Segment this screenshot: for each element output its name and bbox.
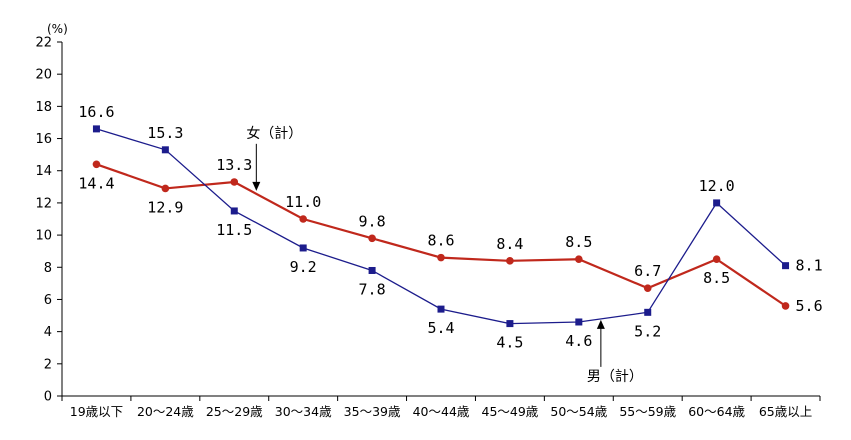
data-label: 5.2 bbox=[634, 322, 661, 340]
x-tick-label: 40～44歳 bbox=[413, 404, 470, 419]
data-label: 5.6 bbox=[796, 297, 823, 315]
y-tick-label: 8 bbox=[44, 261, 52, 276]
data-label: 11.0 bbox=[285, 193, 321, 211]
y-unit-label: (%) bbox=[47, 22, 68, 36]
data-label: 8.1 bbox=[796, 257, 823, 275]
series-layer bbox=[92, 125, 790, 328]
data-point bbox=[437, 305, 445, 313]
annotation-layer: 女（計） 男（計） bbox=[246, 125, 643, 385]
data-label: 8.5 bbox=[703, 269, 730, 287]
data-label: 8.6 bbox=[427, 232, 454, 250]
x-tick-label: 60～64歳 bbox=[688, 404, 745, 419]
data-point bbox=[92, 160, 101, 169]
annotation-label: 女（計） bbox=[246, 125, 302, 142]
data-point bbox=[575, 255, 583, 264]
x-tick-label: 35～39歳 bbox=[344, 404, 401, 419]
x-tick-label: 19歳以下 bbox=[70, 404, 123, 419]
data-point bbox=[713, 199, 721, 207]
data-point bbox=[230, 178, 239, 186]
data-label: 9.2 bbox=[290, 258, 317, 276]
data-label-layer: 14.4 12.9 13.3 11.0 9.8 8.6 8.4 8.5 6.7 8.5 5.6 16.… bbox=[78, 103, 822, 352]
data-point bbox=[161, 146, 169, 154]
data-point bbox=[712, 255, 721, 264]
data-label: 8.5 bbox=[565, 233, 592, 251]
y-tick-label: 12 bbox=[35, 196, 52, 211]
x-tick-label: 25～29歳 bbox=[206, 404, 263, 419]
data-label: 4.5 bbox=[496, 334, 523, 352]
data-point bbox=[575, 318, 583, 326]
x-tick-label: 50～54歳 bbox=[550, 404, 607, 419]
data-point bbox=[161, 184, 170, 193]
data-label: 12.9 bbox=[147, 198, 183, 216]
data-label: 13.3 bbox=[216, 156, 252, 174]
data-point bbox=[437, 253, 445, 262]
x-tick-label: 30～34歳 bbox=[275, 404, 332, 419]
data-label: 4.6 bbox=[565, 332, 592, 350]
y-tick-label: 0 bbox=[44, 390, 52, 405]
data-label: 9.8 bbox=[359, 212, 386, 230]
x-tick-label: 20～24歳 bbox=[137, 404, 194, 419]
data-point bbox=[230, 207, 238, 215]
arrow-head bbox=[252, 181, 261, 191]
data-label: 7.8 bbox=[359, 280, 386, 298]
axes: 0 2 4 6 8 10 12 14 16 18 20 22 19歳以下 20～24歳 25～29歳 30～3… bbox=[35, 36, 821, 419]
data-point bbox=[368, 234, 376, 243]
data-point bbox=[781, 302, 790, 310]
data-label: 14.4 bbox=[78, 174, 114, 192]
data-label: 12.0 bbox=[699, 177, 735, 195]
data-label: 15.3 bbox=[147, 124, 183, 142]
data-point bbox=[368, 266, 376, 274]
y-tick-label: 6 bbox=[44, 293, 52, 308]
x-tick-label: 65歳以上 bbox=[759, 404, 812, 419]
data-label: 5.4 bbox=[427, 319, 454, 337]
y-tick-label: 22 bbox=[35, 36, 52, 51]
series-line-male bbox=[96, 128, 786, 325]
y-tick-label: 14 bbox=[35, 164, 52, 179]
x-tick-label: 55～59歳 bbox=[619, 404, 676, 419]
data-point bbox=[506, 257, 514, 265]
y-tick-label: 10 bbox=[35, 229, 52, 244]
y-tick-label: 20 bbox=[35, 68, 52, 83]
data-point bbox=[644, 308, 652, 316]
data-point bbox=[782, 262, 790, 270]
data-point bbox=[92, 125, 100, 133]
y-tick-label: 18 bbox=[35, 100, 52, 115]
y-tick-label: 2 bbox=[44, 357, 52, 372]
annotation-label: 男（計） bbox=[587, 369, 643, 385]
x-tick-label: 45～49歳 bbox=[482, 404, 539, 419]
data-label: 16.6 bbox=[78, 103, 114, 121]
y-tick-label: 4 bbox=[44, 325, 52, 340]
data-label: 6.7 bbox=[634, 262, 661, 280]
arrow-head bbox=[596, 319, 605, 329]
data-point bbox=[299, 244, 307, 252]
data-point bbox=[643, 284, 652, 292]
data-point bbox=[506, 320, 514, 328]
data-point bbox=[299, 215, 307, 223]
data-label: 8.4 bbox=[496, 235, 523, 253]
y-tick-label: 16 bbox=[35, 132, 52, 147]
data-label: 11.5 bbox=[216, 221, 252, 239]
